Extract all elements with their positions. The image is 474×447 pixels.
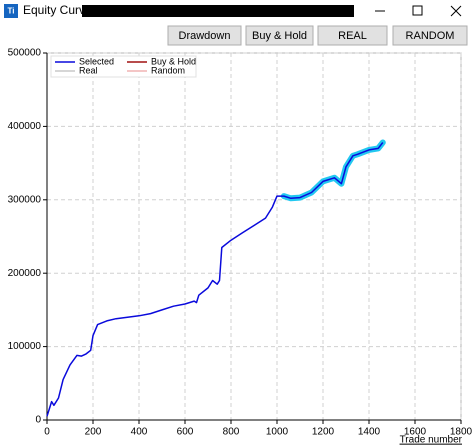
legend-label: Real — [79, 65, 98, 75]
x-tick-label: 400 — [131, 427, 148, 438]
y-tick-label: 0 — [35, 415, 41, 426]
maximize-button[interactable] — [412, 5, 423, 16]
button-face — [392, 25, 468, 46]
toolbar-button[interactable]: REAL — [317, 25, 388, 46]
button-face — [245, 25, 314, 46]
close-button[interactable] — [450, 5, 462, 17]
y-tick-label: 500000 — [8, 48, 42, 59]
y-tick-label: 400000 — [8, 121, 42, 132]
x-axis-label: Trade number — [400, 435, 463, 446]
y-tick-label: 300000 — [8, 194, 42, 205]
app-icon-text: Ti — [8, 7, 15, 16]
x-tick-label: 1200 — [312, 427, 335, 438]
series-line — [46, 142, 384, 417]
y-tick-label: 200000 — [8, 268, 42, 279]
toolbar-button[interactable]: Drawdown — [167, 25, 242, 46]
x-tick-label: 1800 — [450, 427, 473, 438]
x-tick-label: 1400 — [358, 427, 381, 438]
button-face — [167, 25, 242, 46]
legend-label: Buy & Hold — [151, 56, 196, 66]
toolbar-button[interactable]: RANDOM — [392, 25, 468, 46]
toolbar-button[interactable]: Buy & Hold — [245, 25, 314, 46]
button-label: RANDOM — [406, 30, 455, 42]
x-tick-label: 600 — [177, 427, 194, 438]
redacted — [82, 5, 354, 17]
x-tick-label: 0 — [44, 427, 50, 438]
legend-label: Selected — [79, 56, 114, 66]
y-tick-label: 100000 — [8, 341, 42, 352]
legend-label: Random — [151, 65, 185, 75]
button-label: Buy & Hold — [252, 30, 307, 42]
legend — [50, 55, 197, 78]
x-tick-label: 200 — [85, 427, 102, 438]
x-tick-label: 1000 — [266, 427, 289, 438]
button-face — [317, 25, 388, 46]
plot-area — [46, 52, 462, 421]
x-tick-label: 1600 — [404, 427, 427, 438]
x-tick-label: 800 — [223, 427, 240, 438]
app-icon — [4, 4, 18, 18]
button-label: Drawdown — [179, 30, 231, 42]
button-label: REAL — [338, 30, 367, 42]
window-title: Equity Curve - — [23, 3, 99, 17]
